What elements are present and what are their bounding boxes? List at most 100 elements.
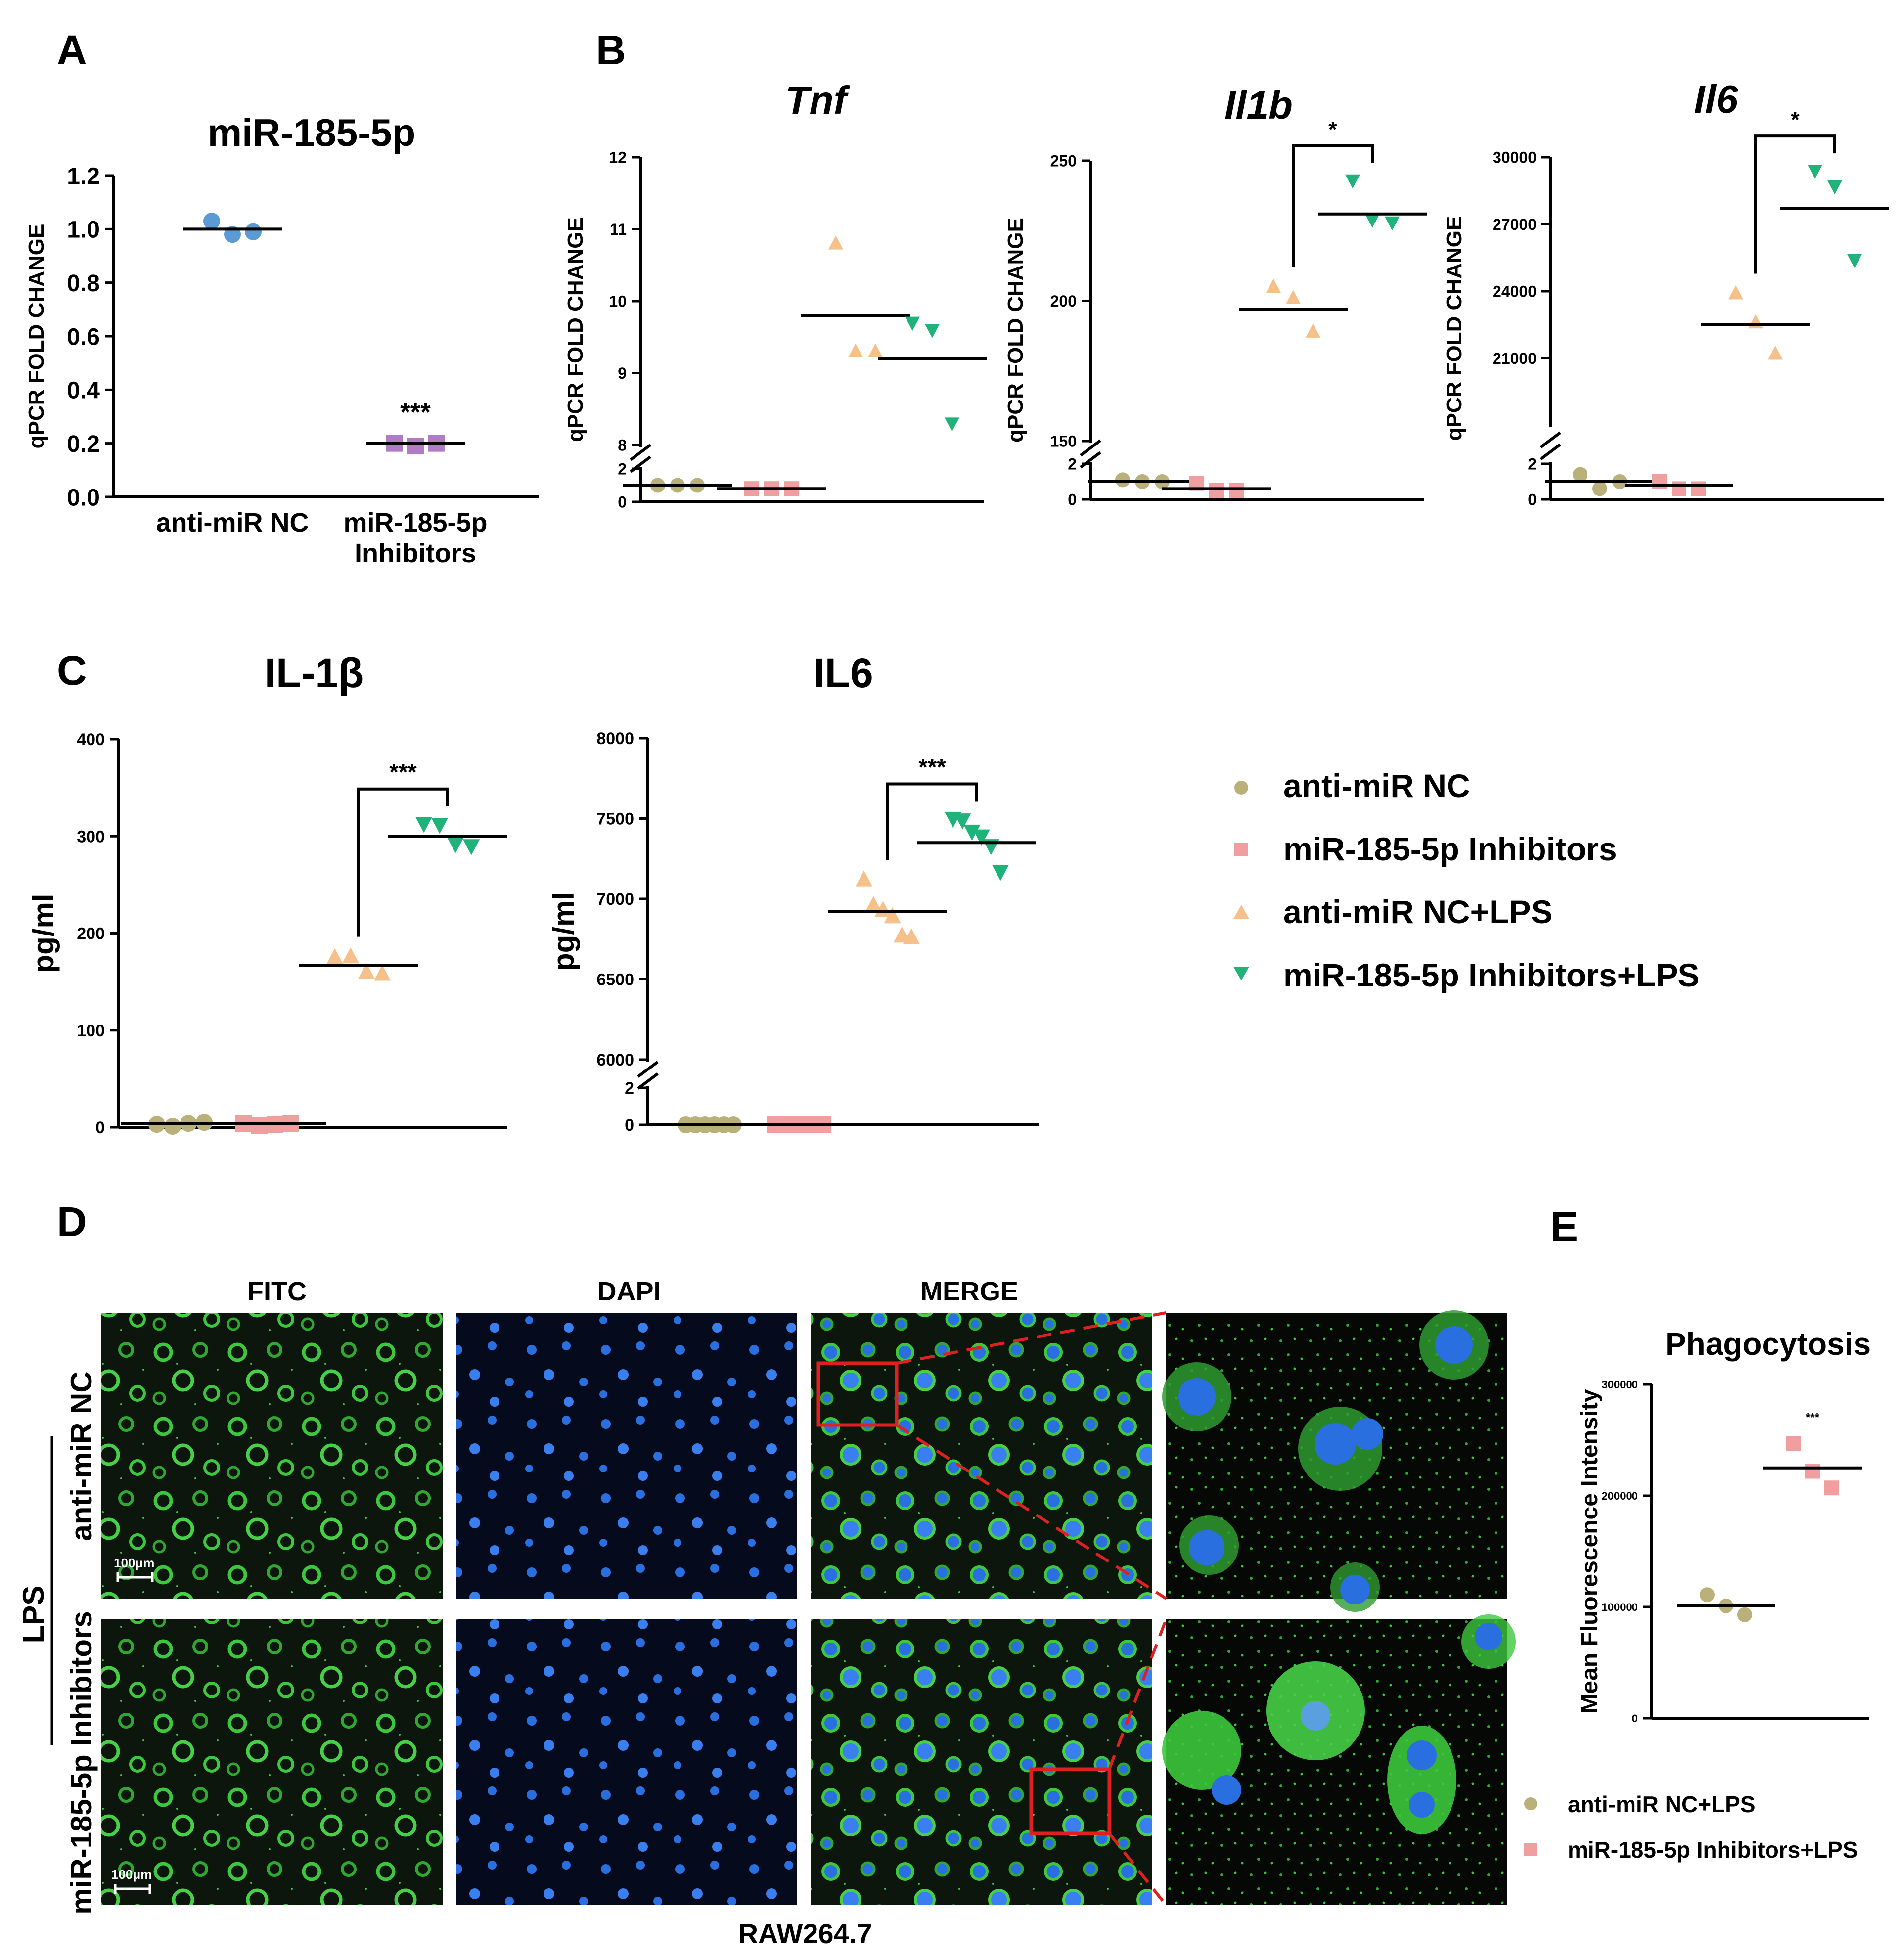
y-tick-label: 1.0 bbox=[67, 217, 100, 243]
legend-marker-inh bbox=[1234, 843, 1248, 856]
data-point bbox=[1737, 1607, 1752, 1622]
data-point bbox=[992, 865, 1009, 881]
data-point bbox=[828, 235, 843, 250]
y-axis-label: qPCR FOLD CHANGE bbox=[1003, 218, 1028, 443]
y-tick-label: 2 bbox=[1068, 455, 1077, 473]
y-tick-label: 200 bbox=[77, 925, 105, 943]
y-axis-label: qPCR FOLD CHANGE bbox=[1442, 216, 1466, 441]
data-point bbox=[463, 839, 480, 855]
data-point bbox=[164, 1118, 181, 1135]
axis-break-mark bbox=[637, 1072, 659, 1090]
y-tick-label: 300000 bbox=[1602, 1379, 1638, 1391]
y-tick-label: 200 bbox=[1050, 292, 1077, 310]
y-tick-label: 0 bbox=[1528, 491, 1537, 509]
img-fitc-nc bbox=[101, 1313, 443, 1599]
y-tick-label: 2 bbox=[625, 1079, 634, 1098]
legend-e-label-nc-lps: anti-miR NC+LPS bbox=[1568, 1791, 1756, 1817]
data-point bbox=[1115, 472, 1130, 488]
chart-title: Phagocytosis bbox=[1665, 1326, 1871, 1362]
y-tick-label: 0 bbox=[1632, 1712, 1638, 1725]
y-tick-label: 0.8 bbox=[67, 270, 100, 297]
chart-title: Il6 bbox=[1694, 77, 1738, 121]
chart-mir185-expression: miR-185-5p qPCR FOLD CHANGE 0.0 0.2 0.4 0.6 0.… bbox=[24, 111, 539, 568]
y-axis-label: qPCR FOLD CHANGE bbox=[24, 224, 48, 449]
y-axis-label: pg/ml bbox=[27, 894, 60, 973]
y-tick-label: 8 bbox=[618, 437, 627, 454]
chart-title: Tnf bbox=[785, 78, 851, 122]
significance-bracket bbox=[357, 787, 449, 937]
data-point bbox=[1209, 483, 1224, 498]
data-point bbox=[245, 223, 262, 240]
significance-label: *** bbox=[400, 398, 431, 427]
legend-label-inh-lps: miR-185-5p Inhibitors+LPS bbox=[1283, 957, 1700, 993]
scale-bar-label-inh: 100μm bbox=[111, 1867, 152, 1882]
y-tick-label: 0 bbox=[618, 493, 627, 511]
data-point bbox=[1808, 165, 1822, 179]
img-merge-nc bbox=[811, 1313, 1152, 1599]
significance-bracket bbox=[1754, 134, 1836, 274]
zoom-line-inh-top bbox=[1108, 1618, 1168, 1770]
y-tick-label: 100 bbox=[77, 1022, 105, 1040]
significance-bracket bbox=[886, 782, 978, 860]
zoom-cells-nc bbox=[1162, 1310, 1489, 1612]
panel-d-caption: RAW264.7 bbox=[738, 1918, 872, 1949]
panel-d-images: FITC DAPI MERGE bbox=[17, 1277, 1516, 1949]
data-point bbox=[1700, 1587, 1715, 1603]
data-point bbox=[973, 829, 990, 846]
zoom-line-nc-bottom bbox=[896, 1424, 1167, 1600]
panel-letter-a: A bbox=[57, 27, 87, 73]
legend-marker-nc-lps bbox=[1233, 905, 1249, 919]
chart-il1b: Il1b qPCR FOLD CHANGE 0 2 150 200 250 * bbox=[1003, 83, 1427, 509]
y-tick-label: 0.2 bbox=[67, 431, 100, 457]
data-point bbox=[884, 907, 901, 924]
scale-bar-nc bbox=[116, 1572, 154, 1582]
data-point bbox=[848, 343, 863, 357]
row-label-inh: miR-185-5p Inhibitors bbox=[65, 1611, 98, 1914]
data-point bbox=[856, 870, 872, 887]
legend-e-label-inh-lps: miR-185-5p Inhibitors+LPS bbox=[1568, 1837, 1858, 1863]
chart-title: Il1b bbox=[1224, 83, 1293, 127]
col-header-dapi: DAPI bbox=[597, 1277, 661, 1306]
y-tick-label: 150 bbox=[1050, 433, 1077, 450]
y-tick-label: 0.0 bbox=[67, 485, 100, 511]
data-point bbox=[1592, 481, 1607, 496]
y-tick-label: 0 bbox=[625, 1116, 634, 1135]
data-point bbox=[1573, 467, 1587, 482]
y-tick-label: 0 bbox=[1068, 491, 1077, 509]
legend-e: anti-miR NC+LPS miR-185-5p Inhibitors+LP… bbox=[1524, 1791, 1858, 1863]
data-point bbox=[1385, 216, 1400, 231]
data-point bbox=[954, 813, 971, 830]
axis-break-mark bbox=[630, 444, 651, 461]
y-tick-label: 12 bbox=[609, 149, 627, 167]
data-point bbox=[1365, 214, 1380, 228]
y-axis-label: qPCR FOLD CHANGE bbox=[563, 217, 588, 442]
data-point bbox=[1345, 174, 1360, 189]
data-point bbox=[865, 896, 882, 912]
y-tick-label: 250 bbox=[1050, 152, 1077, 170]
data-point bbox=[447, 837, 464, 853]
legend-marker-nc bbox=[1234, 781, 1248, 795]
data-point bbox=[342, 947, 359, 964]
axis-break-mark bbox=[1540, 431, 1561, 449]
y-tick-label: 27000 bbox=[1493, 216, 1537, 233]
y-tick-label: 30000 bbox=[1493, 149, 1537, 167]
significance-bracket bbox=[1292, 144, 1374, 267]
y-tick-label: 7500 bbox=[596, 810, 634, 829]
data-point bbox=[868, 343, 883, 357]
y-tick-label: 100000 bbox=[1602, 1601, 1638, 1613]
data-point bbox=[1691, 481, 1706, 496]
data-point bbox=[1786, 1436, 1801, 1451]
zoom-box-nc bbox=[816, 1361, 899, 1427]
panel-letter-e: E bbox=[1550, 1203, 1578, 1250]
data-point bbox=[1768, 345, 1783, 360]
y-tick-label: 24000 bbox=[1493, 283, 1537, 301]
img-dapi-nc bbox=[456, 1313, 797, 1599]
zoom-box-inh bbox=[1029, 1767, 1111, 1835]
panel-letter-c: C bbox=[57, 647, 87, 694]
img-merge-inh bbox=[811, 1619, 1152, 1905]
data-point bbox=[1827, 180, 1842, 195]
data-point bbox=[203, 213, 220, 230]
data-point bbox=[1728, 285, 1743, 300]
y-tick-label: 0.4 bbox=[67, 378, 100, 404]
